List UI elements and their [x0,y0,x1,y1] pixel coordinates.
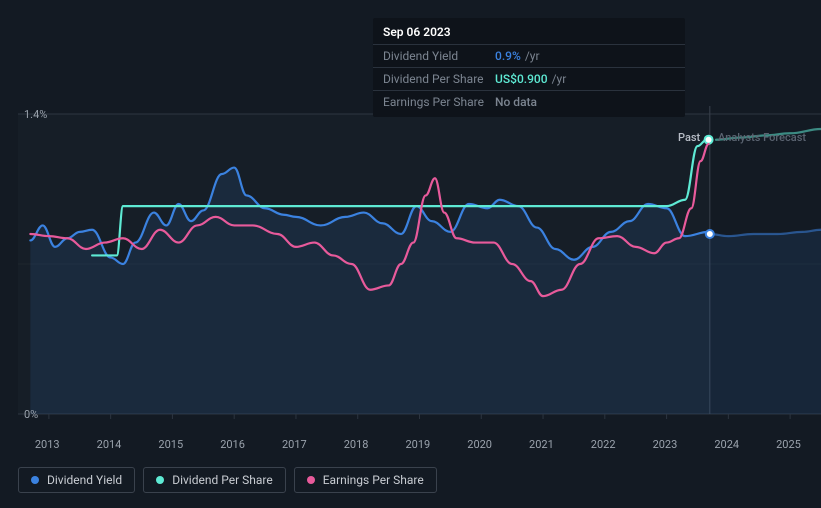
x-tick: 2025 [776,438,801,451]
x-tick: 2013 [35,438,60,451]
y-tick-max: 1.4% [24,108,47,121]
x-tick: 2022 [591,438,616,451]
legend-dot [307,476,315,484]
x-tick: 2021 [529,438,554,451]
legend-item-earnings-per-share[interactable]: Earnings Per Share [294,467,437,493]
tooltip-row-dividend-yield: Dividend Yield 0.9% /yr [373,44,685,67]
past-label: Past [678,131,700,144]
legend-label: Dividend Yield [47,473,122,487]
x-tick: 2015 [158,438,183,451]
tooltip-unit: /yr [552,72,567,86]
tooltip-label: Earnings Per Share [383,95,495,109]
forecast-label: Analysts Forecast [718,131,806,144]
x-tick: 2016 [220,438,245,451]
x-tick: 2020 [467,438,492,451]
x-tick: 2018 [344,438,369,451]
tooltip-date: Sep 06 2023 [373,22,685,44]
tooltip-label: Dividend Per Share [383,72,495,86]
tooltip-row-dividend-per-share: Dividend Per Share US$0.900 /yr [373,67,685,90]
legend-dot [31,476,39,484]
x-tick: 2023 [653,438,678,451]
tooltip-value: No data [495,95,537,109]
tooltip-value: US$0.900 [495,72,548,86]
legend: Dividend Yield Dividend Per Share Earnin… [18,467,437,493]
x-tick: 2024 [714,438,739,451]
legend-dot [156,476,164,484]
legend-label: Earnings Per Share [323,473,424,487]
x-tick: 2019 [406,438,431,451]
tooltip-row-earnings-per-share: Earnings Per Share No data [373,90,685,113]
tooltip: Sep 06 2023 Dividend Yield 0.9% /yr Divi… [373,18,685,117]
legend-item-dividend-per-share[interactable]: Dividend Per Share [143,467,286,493]
y-tick-min: 0% [24,408,38,421]
x-tick: 2014 [97,438,122,451]
tooltip-unit: /yr [525,49,540,63]
legend-item-dividend-yield[interactable]: Dividend Yield [18,467,135,493]
tooltip-value: 0.9% [495,49,521,63]
tooltip-label: Dividend Yield [383,49,495,63]
x-tick: 2017 [282,438,307,451]
legend-label: Dividend Per Share [172,473,273,487]
